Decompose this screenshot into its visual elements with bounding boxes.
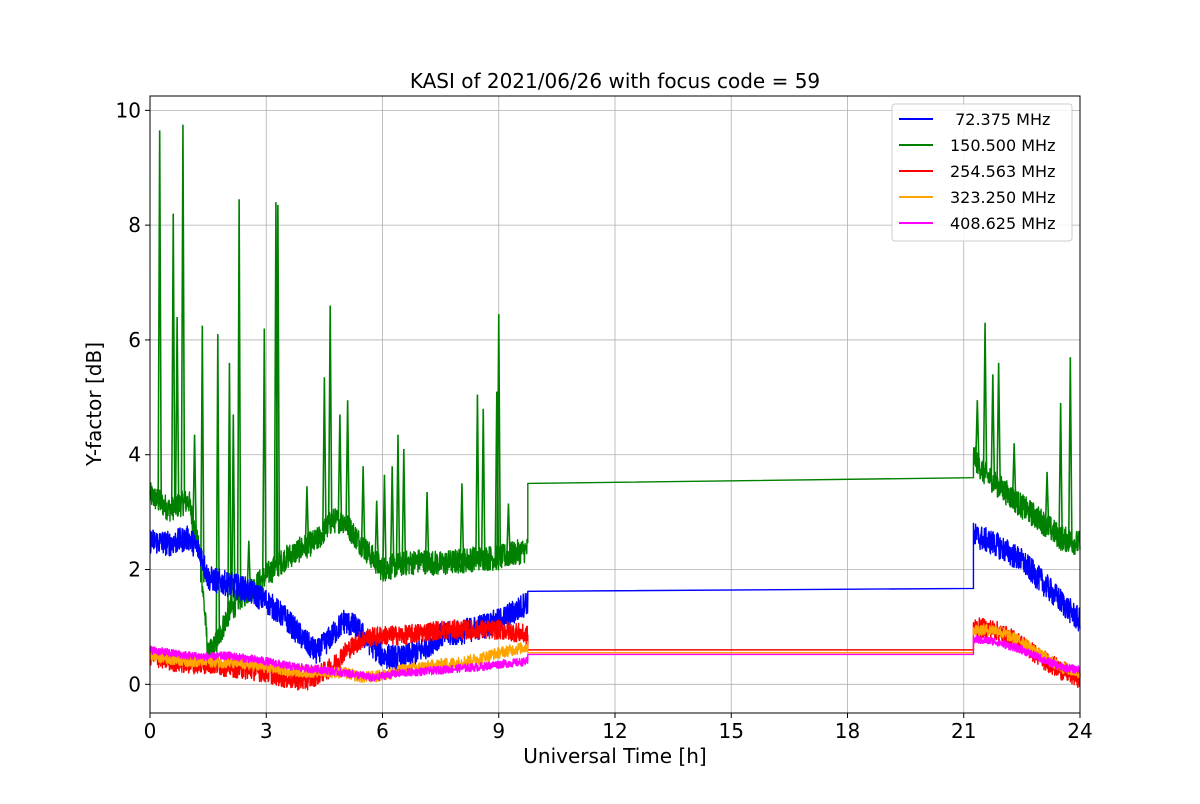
legend-box bbox=[891, 103, 1073, 242]
series-spike bbox=[496, 314, 502, 559]
legend: 72.375 MHz 150.500 MHz 254.563 MHz 323.250 … bbox=[891, 103, 1073, 242]
series-spike bbox=[157, 130, 163, 503]
series-spike bbox=[360, 466, 366, 547]
series-spike bbox=[389, 466, 395, 567]
series-spike bbox=[345, 400, 350, 526]
legend-label: 72.375 MHz bbox=[950, 110, 1050, 129]
series-spike bbox=[1058, 403, 1063, 538]
x-tick-label: 9 bbox=[492, 719, 505, 743]
x-tick-label: 15 bbox=[719, 719, 744, 743]
series-spike bbox=[246, 540, 252, 592]
series-spike bbox=[227, 362, 232, 613]
series-spike bbox=[322, 377, 327, 531]
series-spike bbox=[1011, 443, 1017, 500]
series-spike bbox=[327, 305, 333, 524]
y-axis-label: Y-factor [dB] bbox=[82, 342, 106, 467]
legend-label: 323.250 MHz bbox=[950, 188, 1055, 207]
y-tick-label: 10 bbox=[116, 98, 141, 122]
y-tick-label: 8 bbox=[128, 213, 141, 237]
y-tick-label: 4 bbox=[128, 443, 141, 467]
y-tick-label: 2 bbox=[128, 558, 141, 582]
series-spike bbox=[475, 394, 480, 559]
series-spike bbox=[215, 334, 221, 640]
series-spike bbox=[236, 199, 242, 599]
x-tick-label: 3 bbox=[260, 719, 273, 743]
x-axis-label: Universal Time [h] bbox=[523, 744, 706, 768]
series-spike bbox=[401, 448, 407, 564]
chart-title: KASI of 2021/06/26 with focus code = 59 bbox=[410, 69, 820, 93]
series-spike bbox=[230, 414, 236, 607]
y-tick-label: 6 bbox=[128, 328, 141, 352]
series-spike bbox=[395, 434, 401, 565]
series-spike bbox=[990, 374, 996, 481]
series-spike bbox=[337, 414, 343, 521]
series-spike bbox=[382, 474, 387, 569]
x-tick-label: 18 bbox=[835, 719, 860, 743]
series-spike bbox=[180, 124, 186, 504]
series-spike bbox=[459, 483, 465, 561]
series-spike bbox=[374, 500, 380, 563]
series-spike bbox=[261, 328, 267, 578]
series-spike bbox=[192, 434, 197, 530]
x-tick-label: 6 bbox=[376, 719, 389, 743]
series-spike bbox=[996, 362, 1001, 486]
y-tick-label: 0 bbox=[128, 672, 141, 696]
legend-label: 408.625 MHz bbox=[950, 214, 1055, 233]
series-line bbox=[149, 635, 1081, 682]
series-spike bbox=[275, 205, 281, 565]
series-spike bbox=[974, 400, 980, 462]
legend-label: 254.563 MHz bbox=[950, 162, 1055, 181]
x-tick-label: 21 bbox=[951, 719, 976, 743]
legend-label: 150.500 MHz bbox=[950, 136, 1055, 155]
series-spike bbox=[304, 486, 310, 546]
series-spike bbox=[1067, 357, 1073, 541]
series-spike bbox=[506, 503, 511, 556]
series-spike bbox=[1044, 471, 1050, 526]
series-spike bbox=[982, 322, 988, 474]
series-spike bbox=[174, 316, 180, 506]
series-spike bbox=[480, 408, 486, 559]
x-tick-label: 12 bbox=[602, 719, 627, 743]
series-spike bbox=[424, 492, 430, 562]
series-spike bbox=[199, 325, 205, 583]
x-tick-label: 24 bbox=[1067, 719, 1092, 743]
series-line bbox=[149, 522, 1081, 672]
series-group bbox=[149, 124, 1081, 691]
series-spike bbox=[170, 213, 176, 508]
x-tick-label: 0 bbox=[144, 719, 157, 743]
